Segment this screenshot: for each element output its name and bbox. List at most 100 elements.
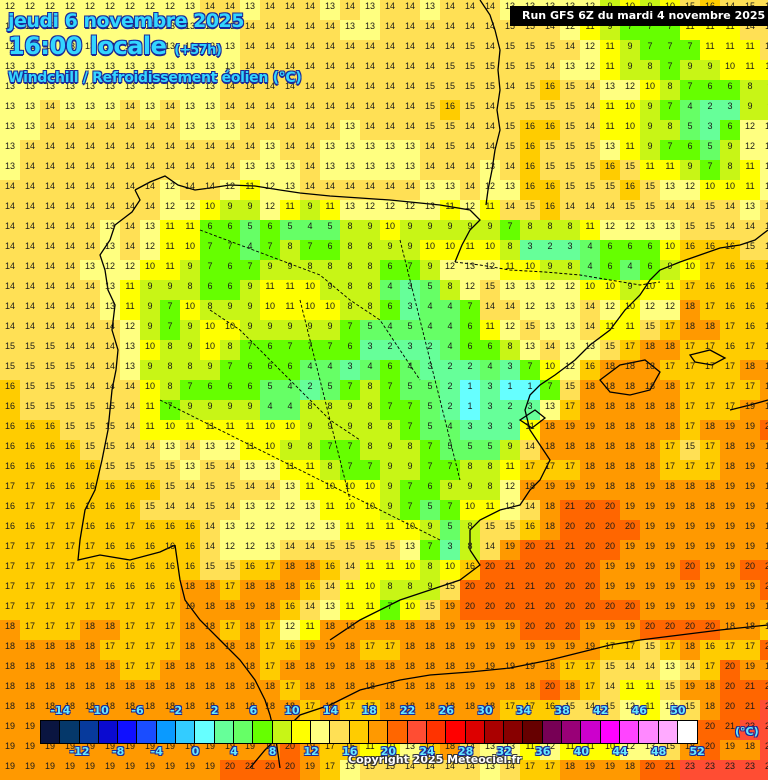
grid-value: 10 <box>404 601 415 611</box>
grid-value: 12 <box>264 181 275 191</box>
grid-value: 17 <box>264 621 275 631</box>
field-cell <box>60 20 80 40</box>
grid-value: 14 <box>84 161 95 171</box>
grid-value: 17 <box>544 461 555 471</box>
grid-value: 13 <box>284 161 295 171</box>
field-cell <box>740 140 760 160</box>
grid-value: 6 <box>227 221 233 231</box>
grid-value: 8 <box>367 281 373 291</box>
grid-value: 10 <box>364 581 375 591</box>
field-cell <box>500 80 520 100</box>
grid-value: 14 <box>124 101 135 111</box>
grid-value: 10 <box>484 241 495 251</box>
field-cell <box>60 120 80 140</box>
legend-label: 44 <box>612 745 628 758</box>
field-cell <box>180 0 200 20</box>
field-cell <box>440 60 460 80</box>
grid-value: 14 <box>724 221 735 231</box>
grid-value: 9 <box>387 501 393 511</box>
grid-value: 7 <box>647 41 653 51</box>
grid-value: 17 <box>224 581 235 591</box>
grid-value: 13 <box>4 161 15 171</box>
grid-value: 14 <box>24 241 35 251</box>
grid-value: 6 <box>727 81 733 91</box>
field-cell <box>440 120 460 140</box>
grid-value: 19 <box>584 641 595 651</box>
grid-value: 3 <box>347 361 353 371</box>
grid-value: 14 <box>484 21 495 31</box>
grid-value: 16 <box>4 381 15 391</box>
field-cell <box>560 40 580 60</box>
field-cell <box>460 140 480 160</box>
grid-value: 16 <box>724 281 735 291</box>
grid-value: 14 <box>324 21 335 31</box>
legend-label: 12 <box>303 745 319 758</box>
legend-swatch <box>523 721 543 743</box>
grid-value: 9 <box>287 321 293 331</box>
grid-value: 14 <box>24 201 35 211</box>
grid-value: 17 <box>44 501 55 511</box>
grid-value: 16 <box>44 461 55 471</box>
grid-value: 17 <box>24 541 35 551</box>
grid-value: 4 <box>407 361 413 371</box>
grid-value: 13 <box>204 101 215 111</box>
grid-value: 4 <box>427 321 433 331</box>
grid-value: 7 <box>427 441 433 451</box>
field-cell <box>160 100 180 120</box>
grid-value: 10 <box>624 121 635 131</box>
grid-value: 9 <box>167 281 173 291</box>
field-cell <box>300 0 320 20</box>
grid-value: 14 <box>284 141 295 151</box>
field-cell <box>260 140 280 160</box>
legend-swatch <box>272 721 292 743</box>
grid-value: 19 <box>524 661 535 671</box>
grid-value: 14 <box>764 221 768 231</box>
grid-value: 14 <box>764 41 768 51</box>
grid-value: 13 <box>264 461 275 471</box>
grid-value: 18 <box>444 681 455 691</box>
grid-value: 13 <box>564 341 575 351</box>
grid-value: 15 <box>684 221 695 231</box>
grid-value: 10 <box>724 61 735 71</box>
grid-value: 6 <box>627 241 633 251</box>
grid-value: 3 <box>527 241 533 251</box>
grid-value: 13 <box>664 181 675 191</box>
grid-value: 16 <box>584 361 595 371</box>
grid-value: 14 <box>24 181 35 191</box>
grid-value: 19 <box>524 641 535 651</box>
grid-value: 14 <box>124 221 135 231</box>
grid-value: 9 <box>407 241 413 251</box>
grid-value: 7 <box>407 481 413 491</box>
grid-value: 17 <box>564 661 575 671</box>
grid-value: 18 <box>64 661 75 671</box>
grid-value: 7 <box>387 401 393 411</box>
grid-value: 9 <box>147 301 153 311</box>
grid-value: 17 <box>44 621 55 631</box>
grid-value: 17 <box>584 681 595 691</box>
grid-value: 3 <box>407 281 413 291</box>
grid-value: 14 <box>624 661 635 671</box>
grid-value: 14 <box>4 321 15 331</box>
grid-value: 5 <box>407 321 413 331</box>
grid-value: 19 <box>604 581 615 591</box>
grid-value: 10 <box>724 181 735 191</box>
grid-value: 5 <box>327 381 333 391</box>
grid-value: 15 <box>544 141 555 151</box>
field-cell <box>140 140 160 160</box>
grid-value: 19 <box>184 761 195 771</box>
legend-label: 46 <box>631 704 647 717</box>
grid-value: 13 <box>64 101 75 111</box>
grid-value: 14 <box>484 41 495 51</box>
grid-value: 17 <box>524 761 535 771</box>
field-cell <box>100 40 120 60</box>
field-cell <box>80 120 100 140</box>
grid-value: 8 <box>367 421 373 431</box>
grid-value: 18 <box>644 341 655 351</box>
grid-value: 19 <box>704 581 715 591</box>
grid-value: 13 <box>324 601 335 611</box>
grid-value: 20 <box>604 501 615 511</box>
grid-value: 20 <box>464 581 475 591</box>
grid-value: 17 <box>164 641 175 651</box>
